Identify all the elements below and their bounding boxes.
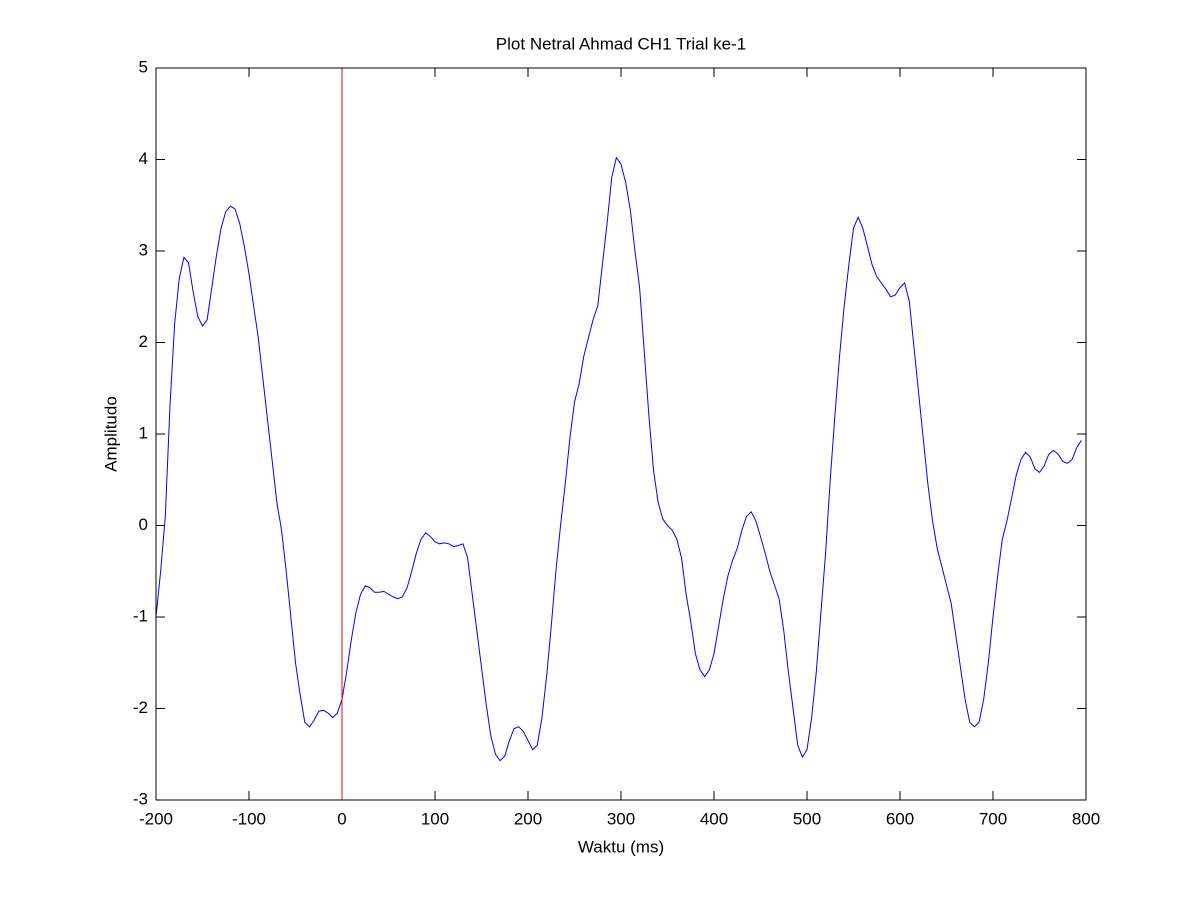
x-tick-label: 100	[421, 809, 449, 828]
x-tick-label: -200	[139, 809, 173, 828]
x-axis-label: Waktu (ms)	[578, 837, 664, 856]
x-tick-label: 200	[514, 809, 542, 828]
x-tick-label: 400	[700, 809, 728, 828]
chart-title: Plot Netral Ahmad CH1 Trial ke-1	[496, 34, 746, 53]
y-tick-label: 4	[139, 149, 148, 168]
y-tick-label: 1	[139, 423, 148, 442]
x-tick-label: 300	[607, 809, 635, 828]
x-tick-label: -100	[232, 809, 266, 828]
signal-line	[155, 156, 1082, 762]
y-axis-label: Amplitudo	[101, 396, 120, 472]
y-tick-label: -1	[133, 606, 148, 625]
x-tick-label: 800	[1072, 809, 1100, 828]
y-tick-label: -3	[133, 789, 148, 808]
y-tick-label: 2	[139, 332, 148, 351]
x-tick-label: 700	[979, 809, 1007, 828]
plot-frame	[155, 67, 1087, 801]
x-tick-label: 0	[337, 809, 346, 828]
x-tick-label: 600	[886, 809, 914, 828]
y-tick-label: 3	[139, 240, 148, 259]
x-tick-label: 500	[793, 809, 821, 828]
y-tick-label: 0	[139, 515, 148, 534]
y-tick-label: -2	[133, 698, 148, 717]
y-tick-label: 5	[139, 57, 148, 76]
